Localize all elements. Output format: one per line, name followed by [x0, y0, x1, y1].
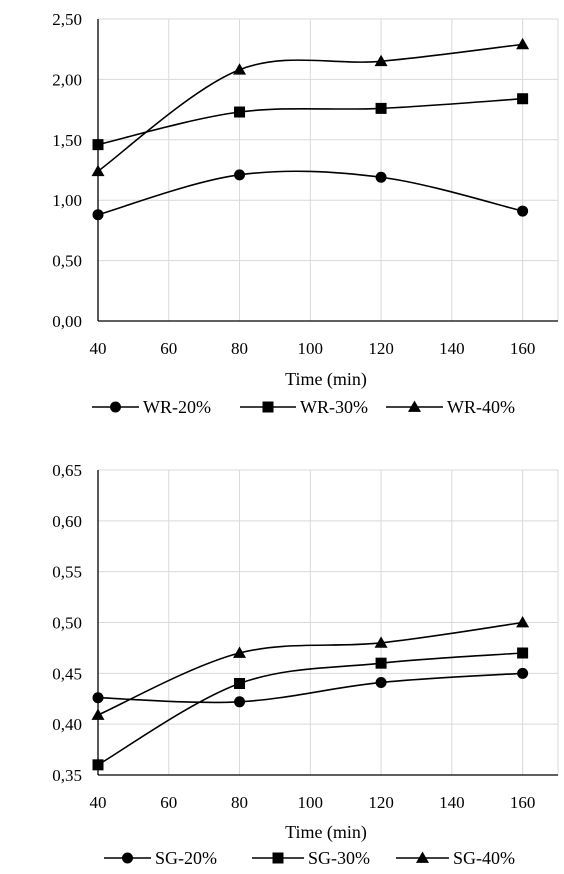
legend-item: WR-30% [240, 397, 368, 417]
y-tick-label: 1,50 [52, 131, 82, 150]
legend: WR-20% WR-30% WR-40% [92, 397, 515, 417]
top-chart: 0,00 0,50 1,00 1,50 2,00 2,50 40 60 80 100 120 140 1… [52, 10, 559, 417]
legend-item: WR-40% [386, 397, 515, 417]
data-point-square [92, 759, 104, 771]
x-tick-label: 160 [510, 793, 536, 812]
data-point-triangle [91, 708, 105, 720]
data-point-circle [92, 692, 104, 704]
legend: SG-20% SG-30% SG-40% [104, 848, 515, 868]
x-tick-label: 160 [510, 339, 536, 358]
gridlines [97, 469, 559, 776]
data-point-circle [234, 169, 246, 181]
legend-marker-square [272, 852, 284, 864]
legend-label: WR-30% [300, 397, 368, 417]
series-line [97, 170, 523, 216]
legend-label: WR-20% [143, 397, 211, 417]
data-point-circle [517, 205, 529, 217]
x-tick-label: 120 [368, 339, 394, 358]
series-line [97, 672, 523, 704]
legend-marker-square [262, 401, 274, 413]
x-tick-label: 60 [160, 793, 177, 812]
series-line [97, 621, 523, 716]
legend-label: SG-30% [308, 848, 370, 868]
series-wr-40 [91, 37, 530, 177]
legend-marker-circle [110, 401, 121, 413]
y-tick-label: 1,00 [52, 191, 82, 210]
data-point-triangle [374, 54, 388, 67]
x-tick-label: 80 [231, 339, 248, 358]
data-point-square [234, 678, 246, 689]
data-point-circle [375, 676, 387, 688]
legend-marker-triangle [408, 400, 421, 412]
legend-label: SG-40% [453, 848, 515, 868]
y-tick-label: 0,65 [52, 461, 82, 480]
legend-item: WR-20% [92, 397, 211, 417]
x-tick-label: 120 [368, 793, 394, 812]
legend-label: WR-40% [447, 397, 515, 417]
series-wr-30 [92, 93, 529, 151]
x-tick-label: 100 [298, 793, 324, 812]
data-point-square [517, 647, 529, 659]
legend-item: SG-40% [396, 848, 515, 868]
data-point-triangle [91, 164, 105, 177]
x-axis-title: Time (min) [285, 369, 367, 390]
legend-item: SG-30% [252, 848, 370, 868]
data-point-triangle [233, 63, 247, 75]
y-tick-label: 0,45 [52, 664, 82, 683]
x-tick-label: 140 [439, 793, 465, 812]
legend-marker-triangle [416, 851, 429, 863]
data-point-square [234, 106, 246, 118]
bottom-chart: 0,35 0,40 0,45 0,50 0,55 0,60 0,65 40 60 80 100 120… [52, 461, 559, 868]
data-point-triangle [233, 646, 247, 658]
y-tick-label: 0,00 [52, 312, 82, 331]
legend-label: SG-20% [155, 848, 217, 868]
data-point-circle [92, 209, 104, 221]
data-point-square [92, 139, 104, 151]
data-point-circle [375, 171, 387, 183]
series-sg-40 [91, 616, 530, 720]
data-point-triangle [516, 37, 530, 50]
data-point-triangle [374, 636, 388, 648]
series-line [97, 652, 523, 766]
y-tick-label: 0,50 [52, 252, 82, 271]
y-tick-label: 0,50 [52, 614, 82, 633]
series-line [97, 43, 523, 172]
data-point-circle [234, 696, 246, 708]
data-point-circle [517, 667, 529, 679]
x-tick-label: 80 [231, 793, 248, 812]
x-tick-label: 140 [439, 339, 465, 358]
x-axis-title: Time (min) [285, 822, 367, 843]
gridlines [97, 18, 559, 322]
y-tick-label: 0,40 [52, 715, 82, 734]
data-point-square [375, 657, 387, 669]
series-line [97, 97, 523, 146]
legend-marker-circle [122, 852, 133, 864]
series-sg-30 [92, 647, 529, 771]
x-tick-label: 40 [90, 793, 107, 812]
data-point-triangle [516, 616, 530, 628]
x-tick-label: 100 [298, 339, 324, 358]
y-tick-label: 0,55 [52, 563, 82, 582]
data-point-square [517, 93, 529, 105]
x-tick-label: 60 [160, 339, 177, 358]
series-wr-20 [92, 169, 529, 221]
y-tick-label: 2,00 [52, 70, 82, 89]
series-sg-20 [92, 667, 529, 708]
x-tick-label: 40 [90, 339, 107, 358]
legend-item: SG-20% [104, 848, 217, 868]
y-tick-label: 2,50 [52, 10, 82, 29]
data-point-square [375, 102, 387, 114]
y-tick-label: 0,60 [52, 512, 82, 531]
y-tick-label: 0,35 [52, 766, 82, 785]
